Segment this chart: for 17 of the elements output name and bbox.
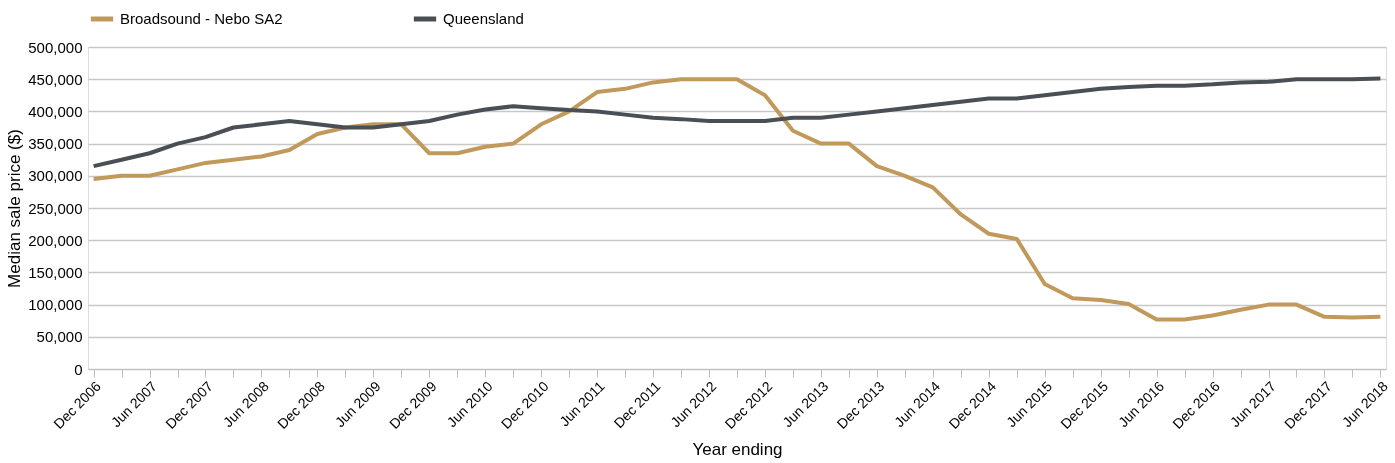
line-series <box>91 76 1383 169</box>
y-tick-label: 100,000 <box>28 296 83 314</box>
y-tick-label: 300,000 <box>28 167 83 185</box>
y-tick-label: 50,000 <box>36 328 83 346</box>
y-tick-label: 200,000 <box>28 231 83 249</box>
x-axis-title: Year ending <box>692 439 783 459</box>
legend-label: Queensland <box>443 10 524 27</box>
y-tick-label: 400,000 <box>28 102 83 120</box>
y-tick-label: 450,000 <box>28 70 83 88</box>
y-tick-label: 0 <box>74 360 83 378</box>
legend-label: Broadsound - Nebo SA2 <box>120 10 283 27</box>
y-tick-label: 350,000 <box>28 135 83 153</box>
y-tick-label: 250,000 <box>28 199 83 217</box>
y-tick-label: 150,000 <box>28 263 83 281</box>
line-series <box>91 77 1383 322</box>
y-axis-title: Median sale price ($) <box>5 129 25 288</box>
y-tick-label: 500,000 <box>28 38 83 56</box>
